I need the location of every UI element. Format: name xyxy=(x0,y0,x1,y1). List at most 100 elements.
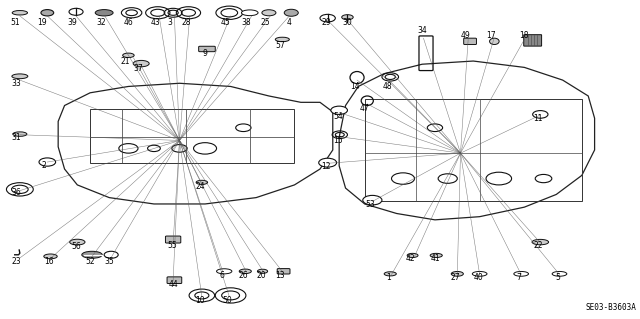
Text: 16: 16 xyxy=(44,257,53,266)
Text: 15: 15 xyxy=(333,136,342,145)
Ellipse shape xyxy=(532,239,548,245)
FancyBboxPatch shape xyxy=(167,277,182,284)
Circle shape xyxy=(193,143,216,154)
Text: 23: 23 xyxy=(12,257,22,266)
Ellipse shape xyxy=(262,10,276,16)
Text: 22: 22 xyxy=(534,241,543,250)
Text: 31: 31 xyxy=(12,133,22,142)
Text: 47: 47 xyxy=(360,104,369,113)
Circle shape xyxy=(320,14,335,22)
Circle shape xyxy=(532,111,548,118)
Text: 34: 34 xyxy=(417,26,427,35)
Ellipse shape xyxy=(13,132,27,136)
Ellipse shape xyxy=(241,10,258,16)
Text: 33: 33 xyxy=(12,79,22,88)
Ellipse shape xyxy=(275,37,289,42)
FancyBboxPatch shape xyxy=(166,236,180,243)
Circle shape xyxy=(41,10,54,16)
Text: 36: 36 xyxy=(12,188,22,197)
Text: 42: 42 xyxy=(406,254,415,263)
Text: 17: 17 xyxy=(486,31,496,40)
Ellipse shape xyxy=(472,271,487,276)
Ellipse shape xyxy=(133,60,149,67)
Text: 54: 54 xyxy=(333,112,343,121)
Text: 28: 28 xyxy=(181,19,191,27)
Ellipse shape xyxy=(514,271,529,276)
Text: 13: 13 xyxy=(276,271,285,280)
Text: 46: 46 xyxy=(124,19,133,27)
Ellipse shape xyxy=(430,253,442,257)
Circle shape xyxy=(486,172,511,185)
Text: 51: 51 xyxy=(10,19,20,27)
Circle shape xyxy=(535,174,552,183)
Circle shape xyxy=(119,144,138,153)
Text: 1: 1 xyxy=(387,273,391,282)
Circle shape xyxy=(39,158,56,166)
Text: 10: 10 xyxy=(195,296,205,305)
Circle shape xyxy=(438,174,458,183)
Ellipse shape xyxy=(70,239,85,245)
FancyBboxPatch shape xyxy=(524,35,541,46)
Text: 27: 27 xyxy=(451,273,460,282)
Text: 45: 45 xyxy=(221,19,230,27)
Ellipse shape xyxy=(384,272,396,276)
Circle shape xyxy=(331,106,348,115)
Text: 57: 57 xyxy=(276,41,285,50)
Ellipse shape xyxy=(82,251,102,258)
FancyBboxPatch shape xyxy=(464,38,476,45)
Text: 12: 12 xyxy=(322,162,331,171)
Text: 21: 21 xyxy=(120,56,130,65)
Text: 55: 55 xyxy=(167,241,177,250)
Text: 48: 48 xyxy=(382,82,392,91)
Ellipse shape xyxy=(216,269,232,274)
Ellipse shape xyxy=(123,53,134,57)
Text: 18: 18 xyxy=(520,31,529,40)
Text: 24: 24 xyxy=(195,182,205,191)
Ellipse shape xyxy=(12,74,28,79)
Ellipse shape xyxy=(239,269,252,273)
Text: 20: 20 xyxy=(257,271,266,280)
Ellipse shape xyxy=(342,15,353,20)
Ellipse shape xyxy=(284,9,298,16)
Text: 53: 53 xyxy=(365,200,374,209)
Text: 44: 44 xyxy=(168,279,178,288)
Ellipse shape xyxy=(44,254,57,259)
Text: 56: 56 xyxy=(71,242,81,251)
FancyBboxPatch shape xyxy=(277,269,290,274)
Text: 6: 6 xyxy=(220,271,225,280)
Text: 29: 29 xyxy=(321,19,331,27)
Circle shape xyxy=(172,145,187,152)
Text: 35: 35 xyxy=(104,257,114,266)
Text: 37: 37 xyxy=(133,64,143,73)
Text: 39: 39 xyxy=(67,19,77,27)
Ellipse shape xyxy=(95,10,113,16)
FancyBboxPatch shape xyxy=(198,46,215,52)
Text: 52: 52 xyxy=(85,257,95,266)
Text: 2: 2 xyxy=(42,161,47,170)
Text: 5: 5 xyxy=(555,273,560,282)
Ellipse shape xyxy=(490,38,499,45)
Circle shape xyxy=(148,145,161,152)
Text: 40: 40 xyxy=(474,273,483,282)
Circle shape xyxy=(363,196,382,205)
Circle shape xyxy=(392,173,415,184)
Ellipse shape xyxy=(552,271,567,276)
Ellipse shape xyxy=(196,180,207,184)
Text: 11: 11 xyxy=(534,114,543,123)
Text: 26: 26 xyxy=(239,271,248,280)
Circle shape xyxy=(104,251,118,258)
Circle shape xyxy=(236,124,251,131)
Circle shape xyxy=(319,158,337,167)
Text: 14: 14 xyxy=(350,82,360,91)
Text: 50: 50 xyxy=(223,296,232,305)
Ellipse shape xyxy=(257,269,268,273)
Ellipse shape xyxy=(407,253,418,257)
Text: 49: 49 xyxy=(461,31,470,40)
Text: 43: 43 xyxy=(150,19,160,27)
Text: 4: 4 xyxy=(287,19,292,27)
Ellipse shape xyxy=(12,11,28,15)
Text: 9: 9 xyxy=(203,48,207,58)
Text: 41: 41 xyxy=(430,254,440,263)
Text: 30: 30 xyxy=(342,19,352,27)
Text: 7: 7 xyxy=(517,273,522,282)
